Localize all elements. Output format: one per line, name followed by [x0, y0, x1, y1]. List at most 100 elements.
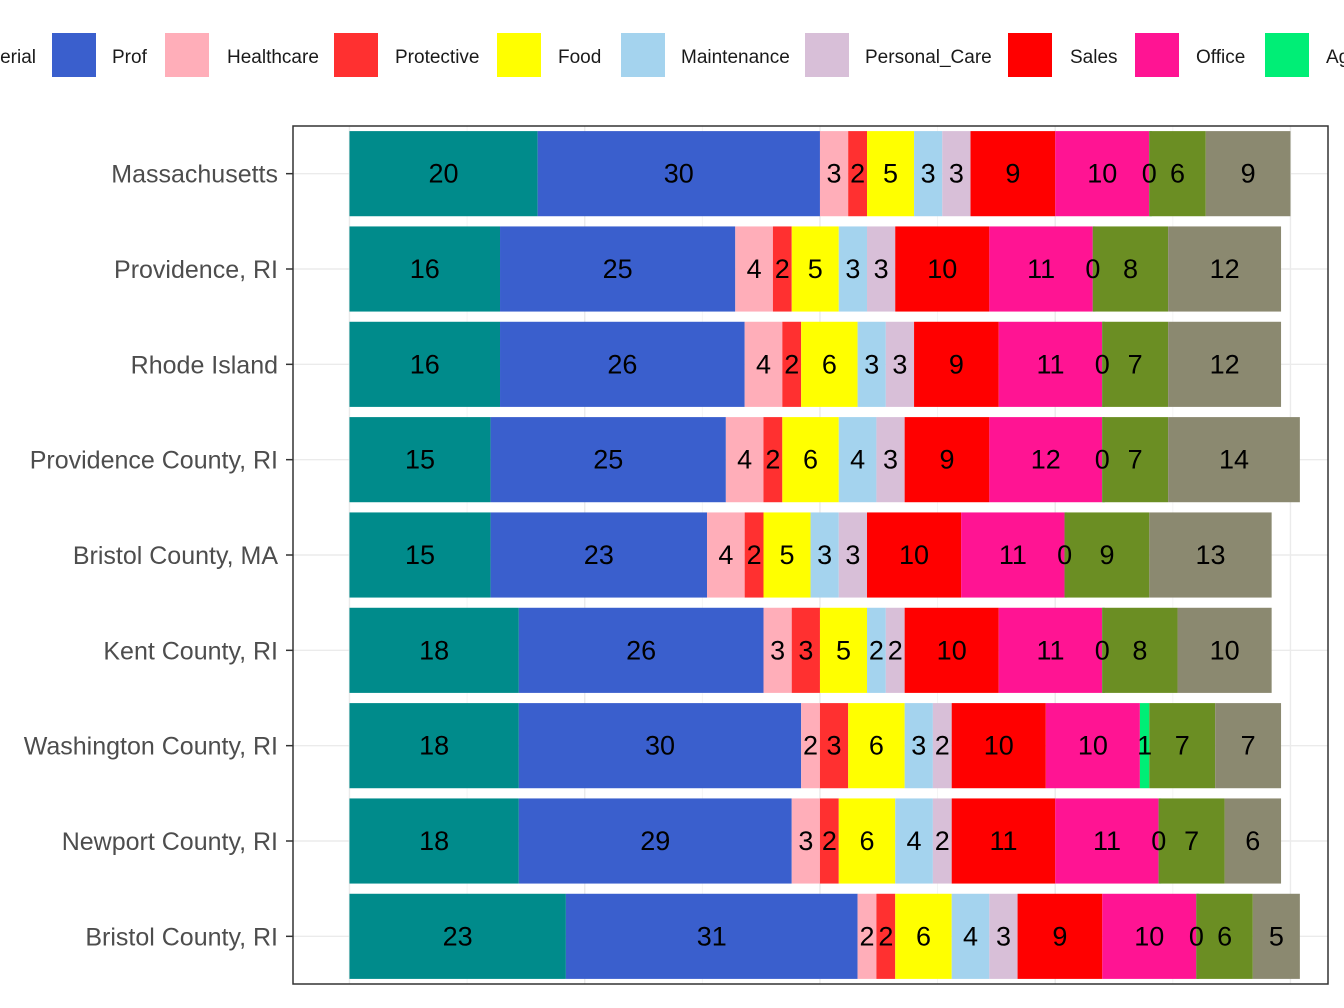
bar-segment-maintenance-washington-county-ri: [904, 703, 933, 789]
bar-label-managerial-bristol-county-ri: 23: [443, 921, 473, 951]
bar-segment-protective-providence-ri: [772, 226, 792, 312]
bar-segment-production-washington-county-ri: [1215, 703, 1282, 789]
legend-key-maintenance: [621, 33, 665, 77]
bar-segment-personal-care-massachusetts: [942, 131, 971, 217]
bar-label-managerial-providence-county-ri: 15: [405, 445, 435, 475]
y-tick-label-providence-ri: Providence, RI: [114, 256, 278, 284]
bar-label-office-providence-county-ri: 12: [1031, 445, 1061, 475]
bar-segment-prof-providence-ri: [500, 226, 736, 312]
bar-label-healthcare-massachusetts: 3: [827, 159, 842, 189]
legend-key-agriculture: [1265, 33, 1309, 77]
bar-segment-managerial-massachusetts: [349, 131, 538, 217]
bar-segment-production-newport-county-ri: [1224, 798, 1282, 884]
legend-label-food: Food: [558, 47, 601, 68]
bar-segment-prof-bristol-county-ma: [490, 512, 708, 598]
bar-segment-healthcare-bristol-county-ri: [857, 893, 877, 979]
y-tick-label-rhode-island: Rhode Island: [131, 351, 278, 379]
bar-label-maintenance-providence-ri: 3: [845, 254, 860, 284]
bar-segment-sales-bristol-county-ri: [1017, 893, 1103, 979]
bar-label-office-bristol-county-ri: 10: [1134, 921, 1164, 951]
y-tick-label-washington-county-ri: Washington County, RI: [24, 733, 278, 761]
bar-label-food-bristol-county-ri: 6: [916, 921, 931, 951]
bar-label-prof-providence-ri: 25: [603, 254, 633, 284]
bar-segment-maintenance-newport-county-ri: [895, 798, 933, 884]
bar-segment-personal-care-bristol-county-ri: [989, 893, 1018, 979]
bar-label-agriculture-providence-county-ri: 0: [1095, 445, 1110, 475]
bar-label-prof-washington-county-ri: 30: [645, 731, 675, 761]
bar-segment-prof-rhode-island: [500, 321, 745, 407]
y-tick-label-bristol-county-ri: Bristol County, RI: [85, 923, 278, 951]
bar-label-personal-care-bristol-county-ri: 3: [996, 921, 1011, 951]
bar-segment-production-providence-county-ri: [1168, 417, 1300, 503]
y-tick-label-kent-county-ri: Kent County, RI: [103, 637, 278, 665]
bar-label-maintenance-newport-county-ri: 4: [907, 826, 922, 856]
bar-segment-construction-providence-county-ri: [1102, 417, 1169, 503]
bar-segment-personal-care-newport-county-ri: [932, 798, 952, 884]
bar-segment-food-rhode-island: [801, 321, 858, 407]
bar-label-sales-kent-county-ri: 10: [937, 635, 967, 665]
legend-key-prof: [52, 33, 96, 77]
bar-segment-managerial-bristol-county-ri: [349, 893, 566, 979]
bar-segment-production-kent-county-ri: [1177, 607, 1272, 693]
bar-segment-construction-rhode-island: [1102, 321, 1169, 407]
chart-legend: erial Prof Healthcare Protective Food Mainten…: [0, 33, 1344, 77]
bar-label-maintenance-bristol-county-ri: 4: [963, 921, 978, 951]
bar-segment-maintenance-massachusetts: [914, 131, 943, 217]
bar-label-healthcare-bristol-county-ma: 4: [718, 540, 733, 570]
bar-segment-prof-kent-county-ri: [518, 607, 764, 693]
bar-segment-office-bristol-county-ri: [1102, 893, 1197, 979]
bar-label-construction-bristol-county-ma: 9: [1099, 540, 1114, 570]
bar-label-maintenance-kent-county-ri: 2: [869, 635, 884, 665]
bar-segment-healthcare-massachusetts: [819, 131, 849, 217]
bar-segment-sales-bristol-county-ma: [867, 512, 962, 598]
bar-label-healthcare-providence-ri: 4: [747, 254, 762, 284]
bar-label-protective-massachusetts: 2: [850, 159, 865, 189]
bar-label-office-massachusetts: 10: [1087, 159, 1117, 189]
bar-segment-healthcare-newport-county-ri: [791, 798, 820, 884]
bar-segment-healthcare-rhode-island: [744, 321, 783, 407]
bar-label-maintenance-providence-county-ri: 4: [850, 445, 865, 475]
bar-segment-maintenance-bristol-county-ri: [951, 893, 990, 979]
bar-label-agriculture-massachusetts: 0: [1142, 159, 1157, 189]
legend-key-food: [497, 33, 541, 77]
bar-label-construction-massachusetts: 6: [1170, 159, 1185, 189]
bar-label-production-newport-county-ri: 6: [1245, 826, 1260, 856]
legend-label-sales: Sales: [1070, 47, 1118, 68]
bar-label-prof-bristol-county-ma: 23: [584, 540, 614, 570]
bar-segment-sales-kent-county-ri: [904, 607, 999, 693]
bar-label-agriculture-providence-ri: 0: [1085, 254, 1100, 284]
bar-label-office-kent-county-ri: 11: [1036, 635, 1064, 665]
bar-label-office-bristol-county-ma: 11: [999, 540, 1027, 570]
bar-segment-protective-rhode-island: [782, 321, 802, 407]
bar-segment-protective-bristol-county-ri: [876, 893, 896, 979]
legend-key-personal-care: [805, 33, 849, 77]
bar-label-sales-bristol-county-ma: 10: [899, 540, 929, 570]
bar-label-personal-care-providence-county-ri: 3: [883, 445, 898, 475]
bar-segment-healthcare-washington-county-ri: [801, 703, 820, 789]
bar-label-office-washington-county-ri: 10: [1078, 731, 1108, 761]
bar-label-production-massachusetts: 9: [1241, 159, 1256, 189]
bar-segment-food-newport-county-ri: [838, 798, 896, 884]
bar-label-construction-providence-county-ri: 7: [1128, 445, 1143, 475]
bar-segment-maintenance-providence-county-ri: [838, 417, 877, 503]
bar-label-prof-massachusetts: 30: [664, 159, 694, 189]
bar-segment-personal-care-rhode-island: [885, 321, 915, 407]
bar-label-prof-rhode-island: 26: [607, 349, 637, 379]
bar-segment-protective-kent-county-ri: [791, 607, 820, 693]
bar-label-protective-bristol-county-ri: 2: [878, 921, 893, 951]
bar-segment-sales-newport-county-ri: [951, 798, 1056, 884]
bar-label-protective-providence-county-ri: 2: [765, 445, 780, 475]
bar-segment-office-massachusetts: [1055, 131, 1150, 217]
bar-segment-protective-newport-county-ri: [819, 798, 839, 884]
bar-segment-production-massachusetts: [1205, 131, 1291, 217]
bar-segment-food-bristol-county-ma: [763, 512, 811, 598]
bar-segment-food-washington-county-ri: [848, 703, 905, 789]
bar-segment-prof-bristol-county-ri: [565, 893, 858, 979]
bar-segment-protective-washington-county-ri: [819, 703, 849, 789]
legend-key-healthcare: [165, 33, 209, 77]
bar-label-personal-care-providence-ri: 3: [874, 254, 889, 284]
bar-label-sales-newport-county-ri: 11: [989, 826, 1017, 856]
bar-segment-prof-massachusetts: [537, 131, 820, 217]
bar-label-healthcare-kent-county-ri: 3: [770, 635, 785, 665]
bar-label-personal-care-kent-county-ri: 2: [888, 635, 903, 665]
